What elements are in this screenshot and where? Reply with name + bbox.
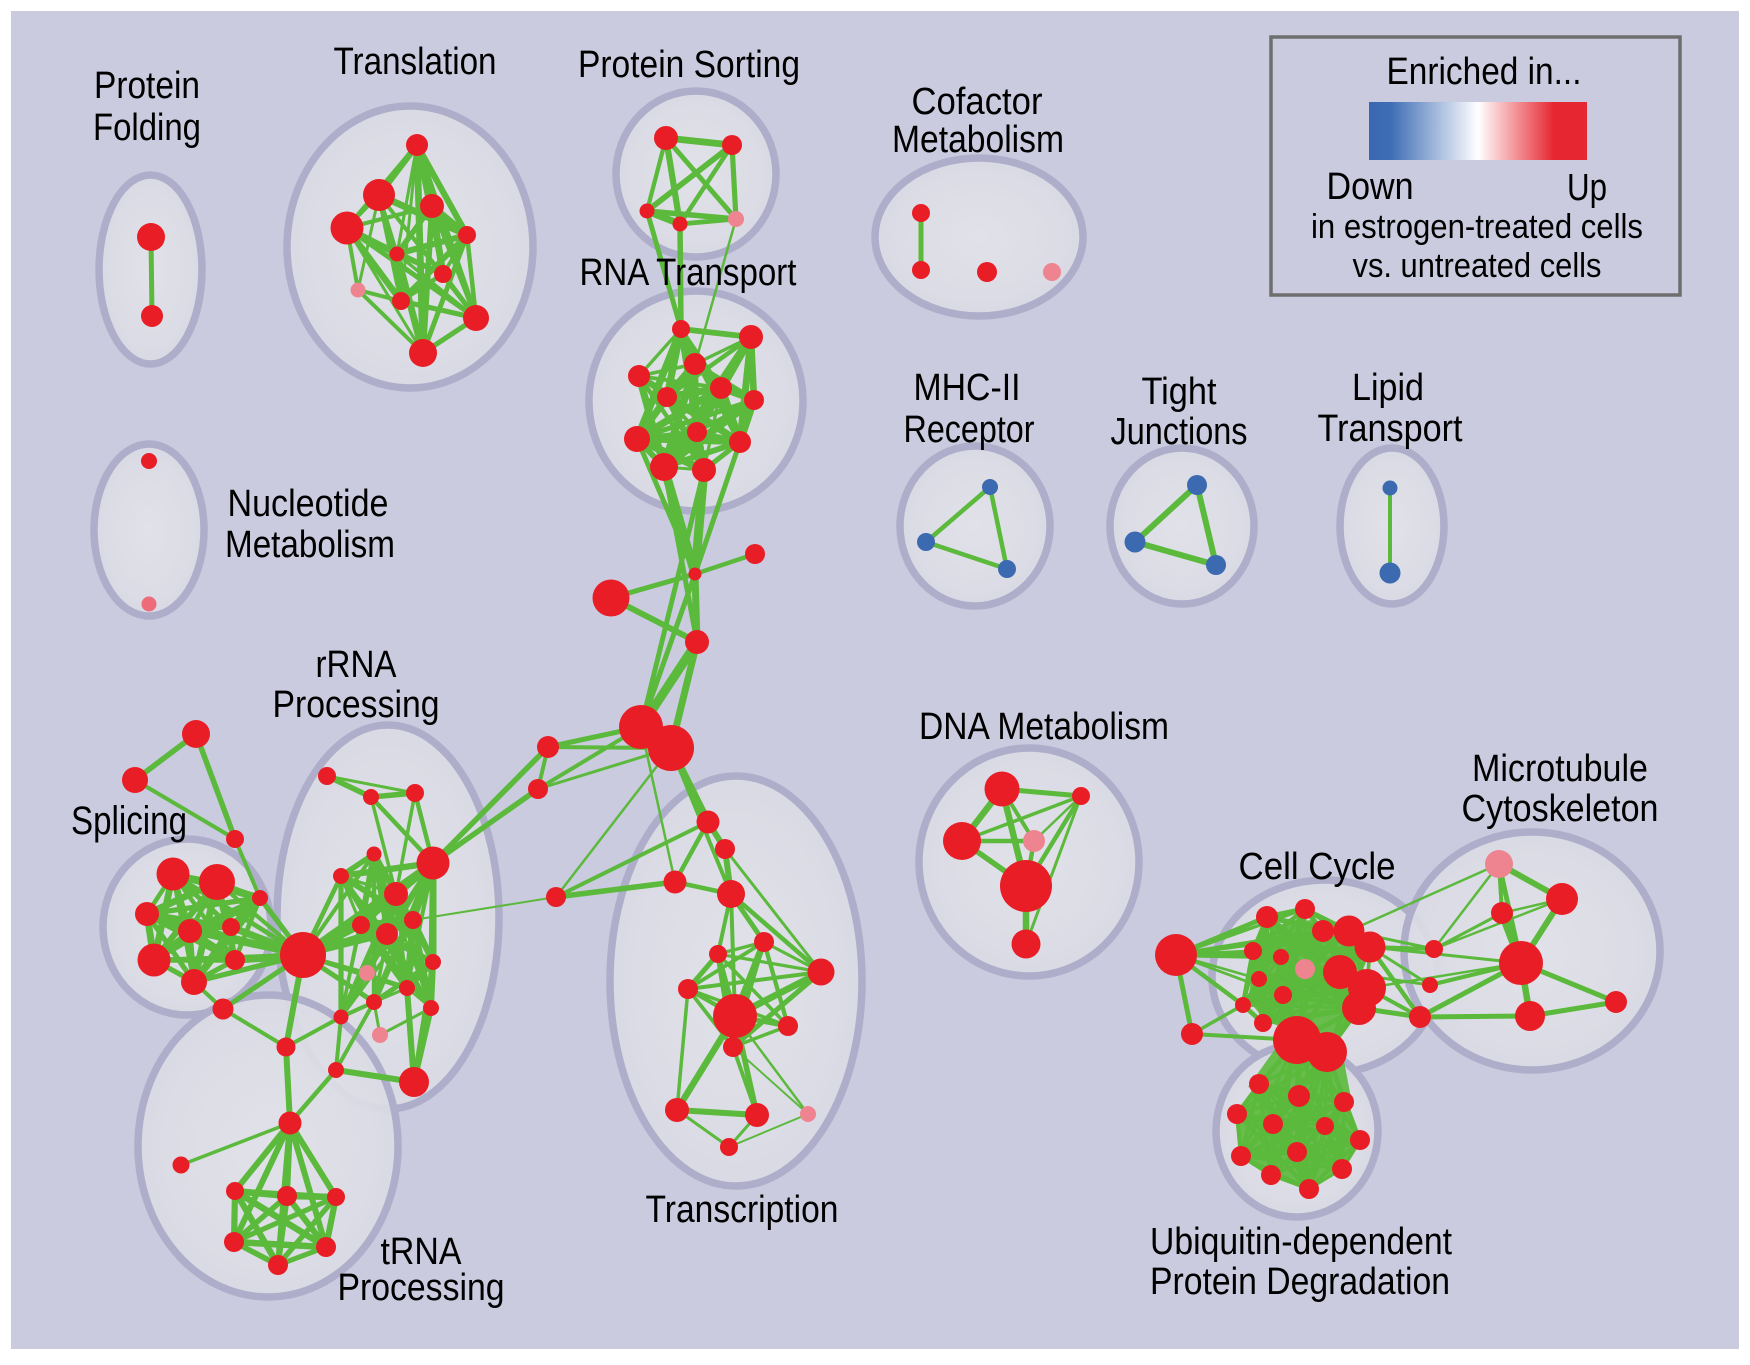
svg-text:Processing: Processing xyxy=(273,684,440,726)
svg-text:Transport: Transport xyxy=(1318,408,1463,450)
svg-text:Processing: Processing xyxy=(338,1267,505,1309)
svg-text:Cell Cycle: Cell Cycle xyxy=(1239,846,1396,888)
svg-text:Receptor: Receptor xyxy=(904,409,1035,451)
svg-text:DNA Metabolism: DNA Metabolism xyxy=(919,706,1169,748)
svg-text:MHC-II: MHC-II xyxy=(914,367,1021,409)
svg-text:Protein: Protein xyxy=(94,65,200,107)
svg-text:rRNA: rRNA xyxy=(316,644,398,686)
svg-text:Tight: Tight xyxy=(1142,371,1217,413)
svg-text:Folding: Folding xyxy=(93,107,201,149)
svg-text:Up: Up xyxy=(1567,167,1607,209)
svg-text:Transcription: Transcription xyxy=(646,1189,839,1231)
svg-text:Metabolism: Metabolism xyxy=(225,524,395,566)
svg-text:Lipid: Lipid xyxy=(1352,367,1424,409)
svg-text:Ubiquitin-dependent: Ubiquitin-dependent xyxy=(1150,1221,1452,1263)
svg-text:RNA Transport: RNA Transport xyxy=(580,252,797,294)
svg-text:in estrogen-treated cells: in estrogen-treated cells xyxy=(1311,208,1643,246)
svg-text:Translation: Translation xyxy=(334,41,497,83)
svg-text:Junctions: Junctions xyxy=(1111,411,1248,453)
svg-text:Nucleotide: Nucleotide xyxy=(228,483,389,525)
svg-text:Cytoskeleton: Cytoskeleton xyxy=(1462,788,1659,830)
svg-text:Cofactor: Cofactor xyxy=(912,81,1043,123)
svg-text:Metabolism: Metabolism xyxy=(892,119,1064,161)
svg-text:Protein Sorting: Protein Sorting xyxy=(578,44,800,86)
svg-text:Down: Down xyxy=(1327,166,1414,208)
svg-text:Enriched in...: Enriched in... xyxy=(1387,51,1582,93)
svg-text:Microtubule: Microtubule xyxy=(1472,748,1648,790)
svg-text:Splicing: Splicing xyxy=(71,799,187,843)
svg-text:tRNA: tRNA xyxy=(381,1231,463,1273)
svg-text:vs. untreated cells: vs. untreated cells xyxy=(1353,247,1602,285)
svg-text:Protein Degradation: Protein Degradation xyxy=(1150,1261,1450,1303)
